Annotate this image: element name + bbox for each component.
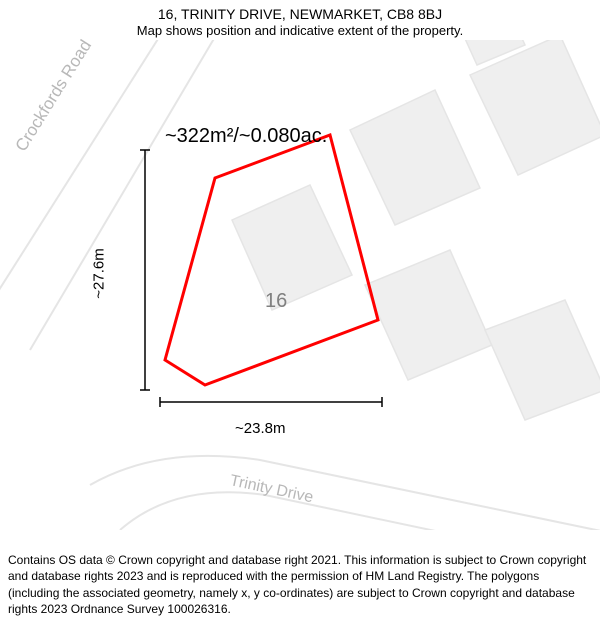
- buildings: [232, 40, 600, 420]
- map-area: ~322m²/~0.080ac. 16 ~27.6m ~23.8m Crockf…: [0, 40, 600, 530]
- road-trinity: [90, 456, 600, 530]
- area-label: ~322m²/~0.080ac.: [165, 125, 327, 148]
- page-subtitle: Map shows position and indicative extent…: [0, 23, 600, 38]
- width-dimension-label: ~23.8m: [235, 420, 285, 437]
- height-dimension-label: ~27.6m: [91, 248, 108, 298]
- house-number-label: 16: [265, 290, 287, 313]
- copyright-footer: Contains OS data © Crown copyright and d…: [8, 552, 592, 617]
- road-crockfords: [0, 40, 225, 350]
- page-title: 16, TRINITY DRIVE, NEWMARKET, CB8 8BJ: [0, 6, 600, 22]
- header: 16, TRINITY DRIVE, NEWMARKET, CB8 8BJ Ma…: [0, 0, 600, 38]
